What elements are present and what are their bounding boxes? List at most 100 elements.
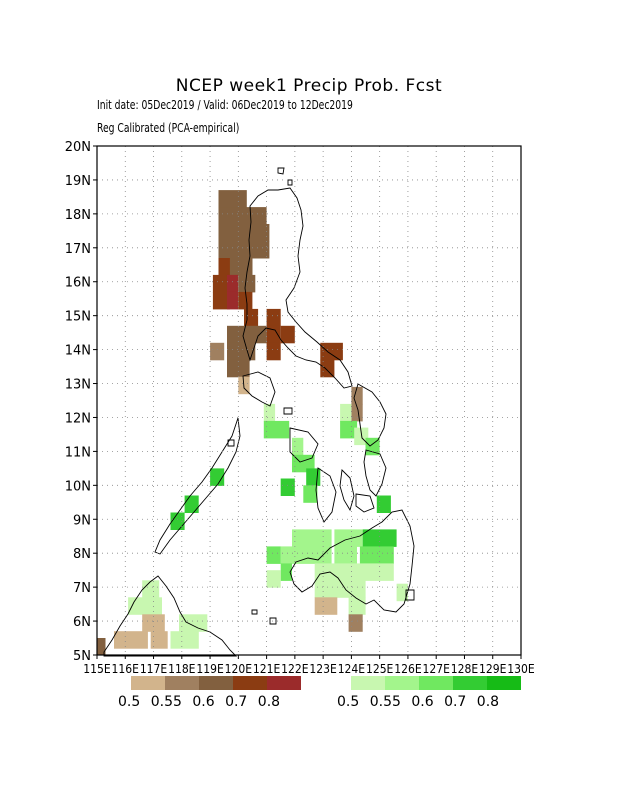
forecast-cell [114, 631, 148, 649]
mindanao-coast [289, 509, 415, 613]
cebu-coast [339, 469, 355, 512]
lat-label: 17N [65, 242, 91, 257]
forecast-cell [218, 224, 270, 242]
negros-coast [315, 467, 337, 523]
forecast-cell [266, 325, 281, 344]
forecast-cell [280, 325, 295, 344]
map-frame [96, 145, 522, 656]
forecast-cell [244, 207, 267, 225]
forecast-cell [348, 614, 363, 632]
lat-label: 20N [65, 140, 91, 155]
forecast-cell [292, 437, 304, 456]
forecast-cell [150, 631, 168, 649]
forecast-cell [210, 342, 225, 361]
lon-label: 118E [168, 662, 196, 676]
forecast-cell [376, 495, 391, 513]
legend-swatch [233, 676, 267, 690]
lat-label: 11N [65, 445, 91, 460]
lon-label: 122E [281, 662, 309, 676]
legend-swatch [165, 676, 199, 690]
forecast-cell [266, 546, 281, 564]
forecast-cell [303, 485, 318, 503]
forecast-cell [351, 386, 363, 405]
forecast-cells [97, 190, 408, 656]
lon-label: 127E [422, 662, 450, 676]
forecast-cell [218, 207, 247, 225]
dry-label-0: 0.5 [118, 694, 141, 710]
forecast-cell [266, 570, 281, 588]
lon-label: 128E [451, 662, 479, 676]
forecast-cell [263, 403, 276, 422]
latitude-labels: 20N 19N 18N 17N 16N 15N 14N 13N 12N 11N 10N 9N 8N 7N 6… [65, 140, 97, 664]
lat-label: 5N [73, 649, 91, 664]
lat-label: 6N [73, 615, 91, 630]
forecast-cell [227, 325, 267, 344]
small-islands [227, 167, 415, 625]
mindoro-coast [242, 371, 276, 407]
lat-label: 15N [65, 310, 91, 325]
lon-label: 121E [253, 662, 281, 676]
forecast-cell [238, 274, 256, 293]
lat-label: 13N [65, 378, 91, 393]
forecast-cell [306, 468, 321, 486]
legend-swatch [199, 676, 233, 690]
legend-swatch [453, 676, 487, 690]
dry-label-3: 0.7 [225, 694, 248, 710]
lat-label: 19N [65, 174, 91, 189]
samar-coast [353, 383, 387, 447]
forecast-cell [362, 529, 397, 547]
forecast-cell [280, 563, 292, 581]
legend-swatch [351, 676, 385, 690]
forecast-cell [227, 274, 239, 293]
lon-label: 126E [394, 662, 422, 676]
wet-label-1: 0.55 [369, 694, 401, 710]
forecast-cell [340, 420, 358, 439]
forecast-cell [184, 495, 199, 513]
palawan-coast [154, 417, 241, 555]
luzon-coast [242, 187, 353, 389]
forecast-cell [334, 546, 357, 564]
leyte-coast [363, 449, 387, 497]
coastline [103, 167, 415, 657]
forecast-cell [170, 512, 185, 530]
forecast-cell [314, 580, 366, 598]
lat-label: 9N [73, 513, 91, 528]
forecast-cell [351, 403, 363, 422]
forecast-cell [170, 631, 199, 649]
forecast-cell [396, 583, 408, 602]
forecast-cell [280, 478, 295, 496]
forecast-cell [314, 563, 394, 581]
lat-label: 8N [73, 547, 91, 562]
lon-label: 124E [338, 662, 366, 676]
lat-label: 7N [73, 581, 91, 596]
forecast-cell [280, 546, 332, 564]
forecast-cell [340, 403, 352, 422]
forecast-cell [227, 291, 239, 310]
forecast-cell [244, 308, 259, 327]
lon-label: 130E [507, 662, 535, 676]
forecast-cell [292, 529, 332, 547]
lon-label: 120E [225, 662, 253, 676]
forecast-cell [212, 274, 230, 293]
forecast-cell [142, 580, 160, 598]
bohol-coast [355, 493, 375, 513]
lon-label: 116E [112, 662, 140, 676]
forecast-cell [314, 597, 338, 615]
forecast-cell [218, 241, 270, 259]
calibration-subtitle: Reg Calibrated (PCA-empirical) [97, 120, 240, 135]
lon-label: 119E [196, 662, 224, 676]
wet-probability-legend [351, 676, 521, 690]
forecast-cell [320, 342, 343, 361]
legend-swatch [419, 676, 453, 690]
lat-label: 16N [65, 276, 91, 291]
forecast-cell [142, 614, 165, 632]
wet-label-2: 0.6 [411, 694, 434, 710]
forecast-cell [97, 638, 106, 656]
lat-lon-grid [97, 146, 521, 655]
lat-label: 18N [65, 208, 91, 223]
dry-probability-legend [131, 676, 301, 690]
dry-label-4: 0.8 [257, 694, 281, 710]
forecast-cell [263, 420, 290, 439]
dry-legend-labels: 0.5 0.55 0.6 0.7 0.8 [118, 694, 286, 710]
forecast-cell [128, 597, 162, 615]
